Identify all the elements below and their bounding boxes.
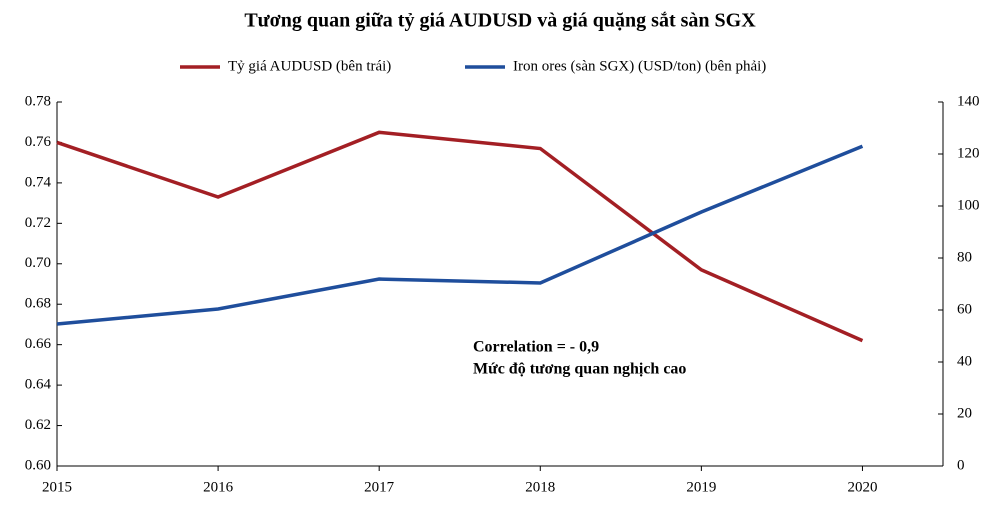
y2-tick-label: 40 [957,353,972,369]
y2-tick-label: 120 [957,145,980,161]
annotation: Mức độ tương quan nghịch cao [473,361,686,378]
x-tick-label: 2020 [847,479,877,495]
y-tick-label: 0.72 [25,215,51,231]
series-line [56,144,864,326]
legend-label: Tỷ giá AUDUSD (bên trái) [228,58,391,74]
y-tick-label: 0.60 [25,457,51,473]
x-tick-label: 2019 [686,479,716,495]
chart-title: Tương quan giữa tỷ giá AUDUSD và giá quặ… [244,10,756,32]
y2-tick-label: 20 [957,405,972,421]
x-tick-label: 2015 [42,479,72,495]
y2-tick-label: 60 [957,301,972,317]
y2-tick-label: 80 [957,249,972,265]
x-tick-label: 2016 [203,479,234,495]
y2-tick-label: 140 [957,93,980,109]
y2-tick-label: 100 [957,197,980,213]
y2-tick-label: 0 [957,457,965,473]
y-tick-label: 0.64 [25,377,52,393]
series-line [56,130,864,343]
x-tick-label: 2018 [525,479,555,495]
y-tick-label: 0.62 [25,417,51,433]
x-tick-label: 2017 [364,479,395,495]
y-tick-label: 0.78 [25,93,51,109]
y-tick-label: 0.66 [25,336,52,352]
legend-label: Iron ores (sàn SGX) (USD/ton) (bên phải) [513,58,766,74]
annotation: Correlation = - 0,9 [473,339,599,356]
y-tick-label: 0.70 [25,255,51,271]
y-tick-label: 0.76 [25,134,52,150]
y-tick-label: 0.74 [25,174,52,190]
y-tick-label: 0.68 [25,296,51,312]
